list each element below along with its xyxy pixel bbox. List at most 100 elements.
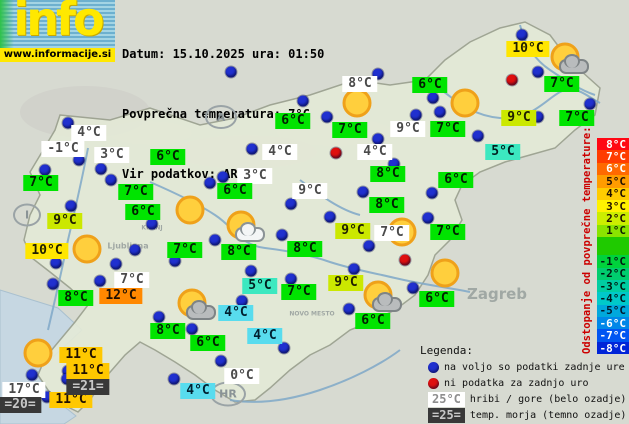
temp-label: 4°C bbox=[218, 305, 254, 321]
cloud-icon bbox=[372, 292, 402, 312]
station-dot bbox=[324, 211, 336, 223]
station-dot bbox=[246, 143, 258, 155]
scale-cell: 6°C bbox=[597, 162, 629, 175]
temp-label: 8°C bbox=[342, 76, 378, 92]
station-dot bbox=[204, 177, 216, 189]
temp-label: 6°C bbox=[355, 313, 391, 329]
temp-label: 7°C bbox=[23, 175, 59, 191]
station-dot bbox=[245, 265, 257, 277]
temp-label: 7°C bbox=[559, 110, 595, 126]
scale-cell: -5°C bbox=[597, 304, 629, 317]
station-dot bbox=[62, 117, 74, 129]
sun-icon bbox=[342, 88, 372, 118]
temp-label: 7°C bbox=[114, 272, 150, 288]
station-dot bbox=[532, 66, 544, 78]
temp-label: 6°C bbox=[275, 113, 311, 129]
legend-item-sea: =25= temp. morja (temno ozadje) bbox=[428, 407, 626, 423]
city-label: Ljubljana bbox=[107, 241, 149, 251]
temp-label: 8°C bbox=[58, 290, 94, 306]
temp-label: 10°C bbox=[506, 41, 550, 57]
temp-label: 9°C bbox=[292, 183, 328, 199]
temp-label: 7°C bbox=[544, 76, 580, 92]
country-marker: A bbox=[205, 105, 237, 129]
station-dot bbox=[73, 154, 85, 166]
temp-label: 9°C bbox=[335, 223, 371, 239]
station-dot bbox=[422, 212, 434, 224]
temp-label: 17°C bbox=[2, 382, 46, 398]
scale-cell: -3°C bbox=[597, 280, 629, 293]
legend-item-label: na voljo so podatki zadnje ure bbox=[444, 361, 625, 373]
temp-label: 3°C bbox=[94, 147, 130, 163]
legend-item-missing: ni podatka za zadnjo uro bbox=[428, 375, 626, 391]
legend-item-available: na voljo so podatki zadnje ure bbox=[428, 359, 626, 375]
temp-label: 11°C bbox=[59, 347, 103, 363]
station-dot bbox=[47, 278, 59, 290]
station-dot-missing bbox=[506, 74, 518, 86]
station-dot bbox=[65, 200, 77, 212]
station-dot bbox=[94, 275, 106, 287]
temp-label: 6°C bbox=[412, 77, 448, 93]
station-dot bbox=[410, 109, 422, 121]
temp-label: 7°C bbox=[430, 121, 466, 137]
temp-label: 5°C bbox=[485, 144, 521, 160]
temp-label: 9°C bbox=[390, 121, 426, 137]
station-dot bbox=[225, 66, 237, 78]
temp-label: 6°C bbox=[150, 149, 186, 165]
station-dot bbox=[186, 323, 198, 335]
temp-label: 7°C bbox=[167, 242, 203, 258]
legend-item-label: temp. morja (temno ozadje) bbox=[469, 409, 627, 421]
temp-label: 6°C bbox=[438, 172, 474, 188]
station-dot bbox=[278, 342, 290, 354]
temp-label: 6°C bbox=[190, 335, 226, 351]
station-dot bbox=[236, 295, 248, 307]
station-dot bbox=[363, 240, 375, 252]
sun-icon bbox=[450, 88, 480, 118]
temp-label: 7°C bbox=[332, 122, 368, 138]
temp-label: 9°C bbox=[501, 110, 537, 126]
logo-url[interactable]: www.informacije.si bbox=[0, 48, 115, 62]
scale-cell: 4°C bbox=[597, 187, 629, 200]
legend-item-label: ni podatka za zadnjo uro bbox=[444, 377, 589, 389]
station-dot bbox=[26, 369, 38, 381]
country-marker: I bbox=[13, 203, 41, 227]
temp-label: 11°C bbox=[49, 392, 93, 408]
station-dot bbox=[297, 95, 309, 107]
temp-label: 8°C bbox=[369, 197, 405, 213]
scale-cell: 7°C bbox=[597, 150, 629, 163]
scale-cell bbox=[597, 237, 629, 256]
station-dot bbox=[50, 257, 62, 269]
scale-cell: 1°C bbox=[597, 224, 629, 237]
station-dot-missing bbox=[330, 147, 342, 159]
red-dot-icon bbox=[428, 377, 439, 389]
temp-label: 8°C bbox=[150, 323, 186, 339]
dark-temp-box-icon: =25= bbox=[428, 407, 465, 423]
station-dot bbox=[427, 92, 439, 104]
temp-label: 7°C bbox=[430, 224, 466, 240]
sun-icon bbox=[175, 195, 205, 225]
temp-label: 12°C bbox=[99, 288, 143, 304]
scale-cell: -7°C bbox=[597, 329, 629, 342]
temp-label: 3°C bbox=[237, 168, 273, 184]
scale-cell: 5°C bbox=[597, 175, 629, 188]
station-dot bbox=[407, 282, 419, 294]
sun-icon bbox=[23, 338, 53, 368]
temp-label: 8°C bbox=[370, 166, 406, 182]
temp-label: 9°C bbox=[328, 275, 364, 291]
sun-icon bbox=[430, 258, 460, 288]
temp-label: 10°C bbox=[25, 243, 69, 259]
station-dot bbox=[153, 311, 165, 323]
legend-item-label: hribi / gore (belo ozadje) bbox=[469, 393, 627, 405]
sun-icon bbox=[72, 234, 102, 264]
site-logo[interactable]: info www.informacije.si bbox=[0, 0, 115, 62]
temp-label: 6°C bbox=[217, 183, 253, 199]
cloud-icon bbox=[235, 222, 265, 242]
station-dot bbox=[168, 373, 180, 385]
scale-cell: -8°C bbox=[597, 342, 629, 355]
station-dot bbox=[321, 111, 333, 123]
station-dot bbox=[388, 158, 400, 170]
temp-label: 9°C bbox=[47, 213, 83, 229]
cloud-icon bbox=[559, 54, 589, 74]
station-dot bbox=[348, 263, 360, 275]
station-dot bbox=[105, 174, 117, 186]
cloud-icon bbox=[186, 300, 216, 320]
